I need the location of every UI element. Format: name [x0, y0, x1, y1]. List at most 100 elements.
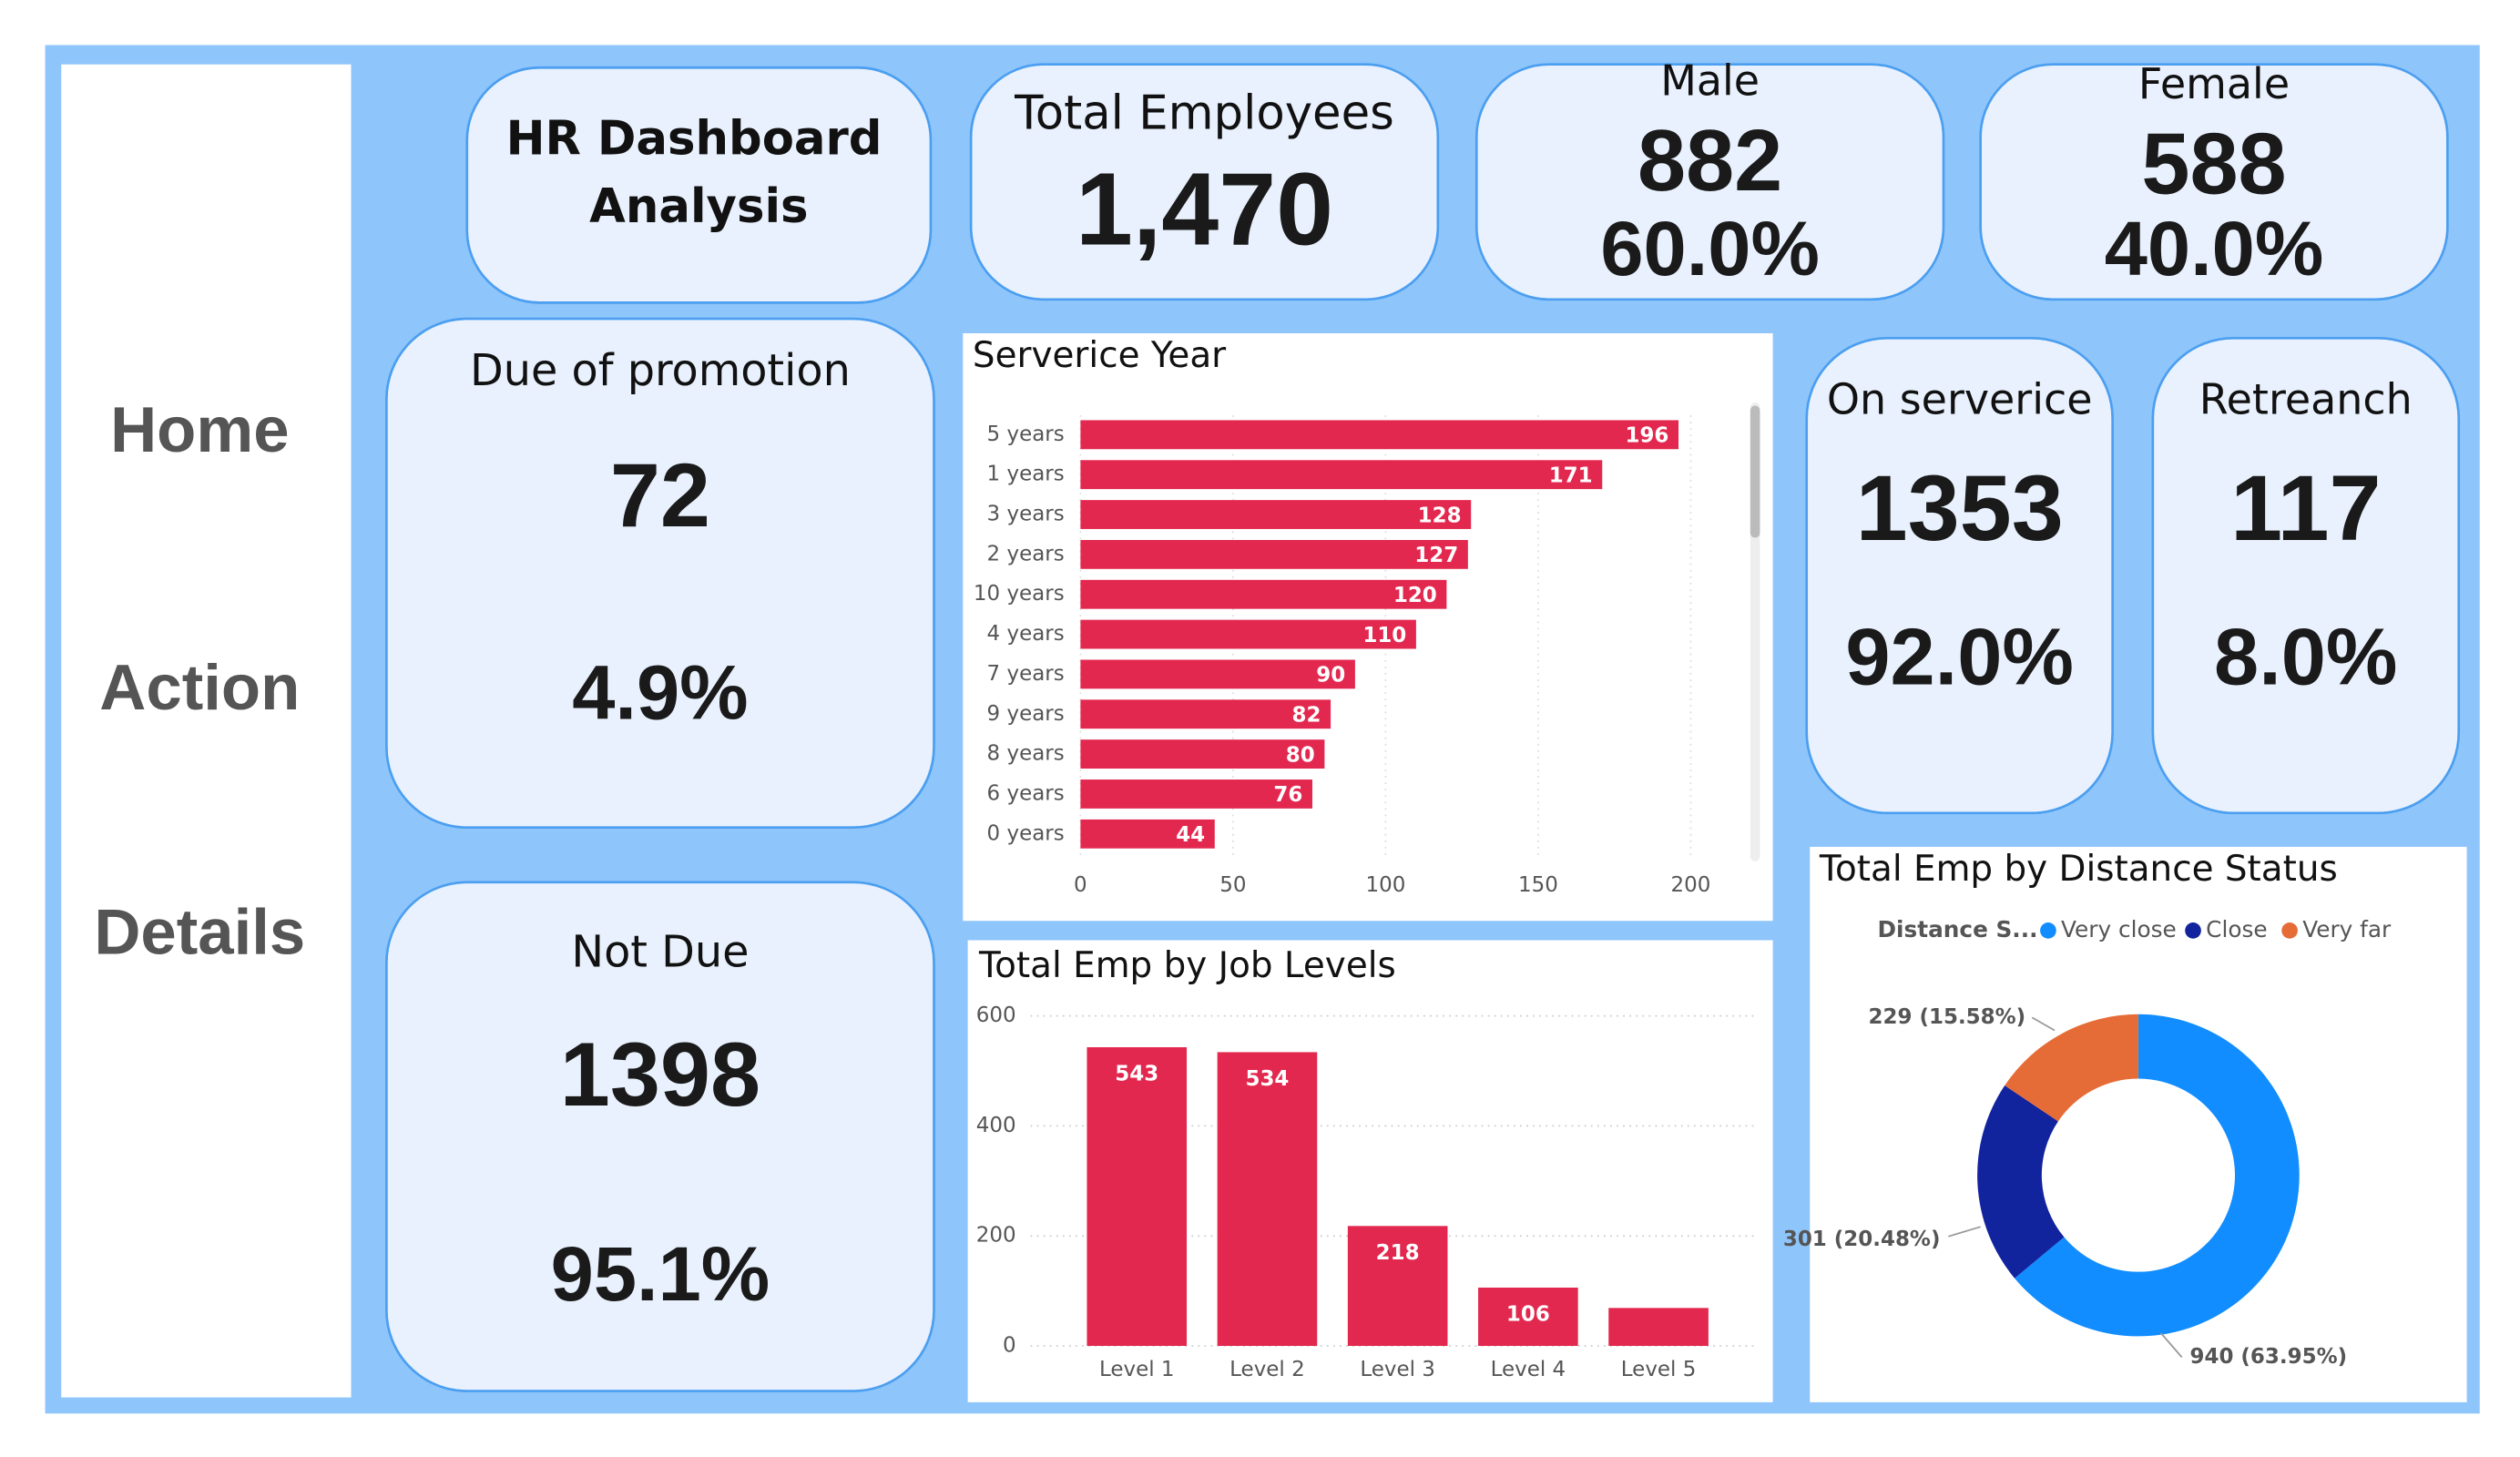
- bar: [1080, 819, 1215, 849]
- bar: [1080, 500, 1472, 529]
- bar: [1080, 420, 1679, 450]
- chart-title: Total Emp by Distance Status: [1819, 849, 2338, 890]
- legend-title: Distance S...: [1878, 916, 2038, 942]
- legend-marker: [2040, 922, 2056, 939]
- x-tick-label: Level 1: [1099, 1358, 1175, 1381]
- bar: [1087, 1047, 1188, 1347]
- y-tick-label: 8 years: [987, 742, 1065, 766]
- data-label: 44: [1176, 823, 1205, 847]
- data-label: 301 (20.48%): [1783, 1228, 1941, 1251]
- kpi-percent: 95.1%: [551, 1230, 770, 1317]
- kpi-value: 1353: [1856, 455, 2064, 560]
- kpi-label: On serverice: [1827, 374, 2093, 423]
- kpi-label: Not Due: [571, 927, 749, 977]
- kpi-value: 72: [610, 444, 710, 545]
- kpi-label: Total Employees: [1014, 86, 1394, 140]
- bar: [1080, 579, 1447, 609]
- kpi-percent: 92.0%: [1845, 612, 2074, 702]
- donut-segment: [2015, 1014, 2300, 1337]
- y-tick-label: 3 years: [987, 503, 1065, 526]
- bar: [1080, 619, 1416, 649]
- kpi-label: Male: [1660, 56, 1760, 105]
- nav-home[interactable]: Home: [110, 393, 289, 465]
- x-tick-label: 200: [1671, 873, 1711, 897]
- kpi-percent: 40.0%: [2105, 205, 2324, 291]
- data-label: 128: [1418, 504, 1462, 527]
- data-label: 229 (15.58%): [1869, 1005, 2026, 1029]
- data-label: 127: [1414, 544, 1458, 567]
- bar: [1347, 1226, 1448, 1347]
- kpi-value: 1,470: [1076, 152, 1333, 267]
- kpi-label: Female: [2138, 59, 2290, 108]
- y-tick-label: 400: [976, 1114, 1016, 1137]
- legend-label: Very far: [2302, 916, 2392, 942]
- kpi-card: [385, 881, 935, 1392]
- nav-action[interactable]: Action: [99, 651, 300, 723]
- kpi-percent: 8.0%: [2214, 612, 2397, 702]
- kpi-card: [385, 317, 935, 830]
- leader-line: [2160, 1332, 2183, 1358]
- legend-marker: [2185, 922, 2201, 939]
- leader-line: [2031, 1016, 2056, 1032]
- bar: [1080, 539, 1468, 569]
- data-label: 534: [1245, 1067, 1289, 1091]
- data-label: 90: [1316, 664, 1345, 688]
- kpi-label: Retreanch: [2199, 374, 2413, 423]
- y-tick-label: 0 years: [987, 821, 1065, 845]
- legend-marker: [2281, 922, 2298, 939]
- donut-segment: [2005, 1014, 2138, 1122]
- nav-details[interactable]: Details: [94, 896, 305, 968]
- x-tick-label: Level 4: [1491, 1358, 1566, 1381]
- kpi-value: 1398: [560, 1024, 760, 1125]
- bar: [1080, 779, 1312, 809]
- y-tick-label: 4 years: [987, 622, 1065, 646]
- x-tick-label: Level 2: [1229, 1358, 1305, 1381]
- x-tick-label: 100: [1365, 873, 1405, 897]
- kpi-value: 882: [1637, 113, 1782, 209]
- bar: [1080, 460, 1603, 490]
- data-label: 940 (63.95%): [2189, 1345, 2347, 1369]
- kpi-label: Due of promotion: [470, 346, 851, 396]
- bar: [1608, 1308, 1709, 1347]
- x-tick-label: Level 3: [1360, 1358, 1435, 1381]
- x-tick-label: 50: [1219, 873, 1246, 897]
- title-line: Analysis: [589, 179, 808, 234]
- bar: [1080, 659, 1355, 689]
- data-label: 76: [1273, 783, 1302, 807]
- kpi-card: [2151, 336, 2461, 815]
- legend-label: Close: [2206, 916, 2267, 942]
- data-label: 80: [1286, 743, 1315, 767]
- kpi-card: [1805, 336, 2114, 815]
- kpi-card: [1474, 63, 1945, 301]
- donut-segment: [1977, 1085, 2065, 1279]
- title-line: HR Dashboard: [506, 112, 883, 167]
- leader-line: [1948, 1226, 1981, 1238]
- data-label: 171: [1549, 464, 1593, 487]
- y-tick-label: 0: [1003, 1334, 1016, 1358]
- y-tick-label: 6 years: [987, 781, 1065, 805]
- data-label: 82: [1292, 704, 1321, 728]
- y-tick-label: 9 years: [987, 702, 1065, 726]
- x-tick-label: Level 5: [1621, 1358, 1697, 1381]
- y-tick-label: 200: [976, 1224, 1016, 1248]
- y-tick-label: 5 years: [987, 423, 1065, 446]
- kpi-percent: 4.9%: [572, 649, 748, 736]
- bar: [1217, 1052, 1318, 1347]
- kpi-card: [1979, 63, 2449, 301]
- kpi-value: 588: [2141, 117, 2286, 213]
- x-tick-label: 0: [1074, 873, 1087, 897]
- data-label: 218: [1376, 1241, 1420, 1265]
- scrollbar-thumb[interactable]: [1750, 405, 1760, 538]
- data-label: 110: [1362, 624, 1406, 647]
- bar: [1478, 1287, 1578, 1347]
- y-tick-label: 7 years: [987, 662, 1065, 686]
- data-label: 120: [1393, 584, 1437, 607]
- y-tick-label: 2 years: [987, 542, 1065, 565]
- title-card: [465, 66, 933, 304]
- bar: [1080, 739, 1325, 769]
- y-tick-label: 1 years: [987, 463, 1065, 486]
- nav-panel: [61, 64, 352, 1398]
- data-label: 106: [1506, 1303, 1550, 1327]
- kpi-card: [969, 63, 1440, 301]
